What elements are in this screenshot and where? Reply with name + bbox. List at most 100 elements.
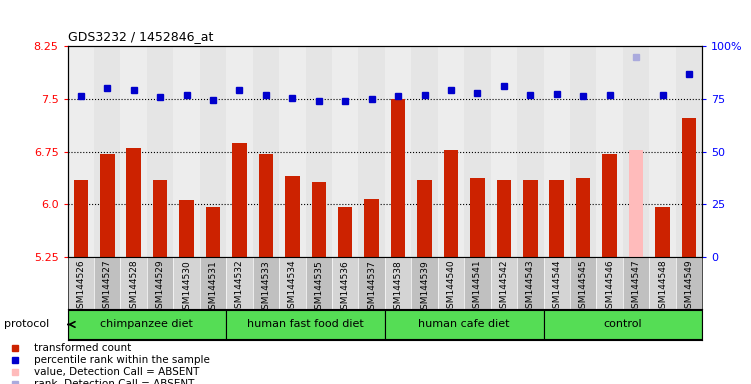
Bar <box>258 154 273 257</box>
Text: GSM144530: GSM144530 <box>182 260 191 314</box>
Bar <box>232 142 247 257</box>
Bar <box>623 46 650 257</box>
Bar <box>279 257 306 309</box>
Bar <box>252 46 279 257</box>
Bar <box>596 257 623 309</box>
Text: human fast food diet: human fast food diet <box>247 319 364 329</box>
Text: chimpanzee diet: chimpanzee diet <box>101 319 193 329</box>
Bar <box>338 207 352 257</box>
Bar <box>570 46 596 257</box>
Bar <box>412 46 438 257</box>
Bar <box>68 257 94 309</box>
Text: transformed count: transformed count <box>34 343 131 353</box>
Text: GDS3232 / 1452846_at: GDS3232 / 1452846_at <box>68 30 213 43</box>
Bar <box>490 46 517 257</box>
Bar <box>147 257 173 309</box>
Text: GSM144538: GSM144538 <box>394 260 403 314</box>
Bar <box>358 46 385 257</box>
Bar <box>676 46 702 257</box>
Bar <box>120 257 147 309</box>
Bar <box>544 46 570 257</box>
Bar <box>312 182 326 257</box>
Text: GSM144539: GSM144539 <box>420 260 429 314</box>
Text: GSM144529: GSM144529 <box>155 260 164 314</box>
Bar <box>544 310 702 339</box>
Bar <box>650 46 676 257</box>
Text: GSM144534: GSM144534 <box>288 260 297 314</box>
Text: GSM144544: GSM144544 <box>552 260 561 314</box>
Bar <box>332 46 358 257</box>
Text: protocol: protocol <box>4 319 49 329</box>
Bar <box>226 310 385 339</box>
Bar <box>470 178 484 257</box>
Text: GSM144542: GSM144542 <box>499 260 508 314</box>
Bar <box>418 180 432 257</box>
Bar <box>602 154 617 257</box>
Text: GSM144543: GSM144543 <box>526 260 535 314</box>
Bar <box>517 257 544 309</box>
Bar <box>252 257 279 309</box>
Bar <box>74 180 88 257</box>
Bar <box>285 176 300 257</box>
Bar <box>153 180 167 257</box>
Text: GSM144526: GSM144526 <box>77 260 86 314</box>
Text: GSM144533: GSM144533 <box>261 260 270 314</box>
Bar <box>444 149 458 257</box>
Bar <box>306 257 332 309</box>
Text: human cafe diet: human cafe diet <box>418 319 510 329</box>
Bar <box>226 46 252 257</box>
Bar <box>650 257 676 309</box>
Bar <box>94 46 120 257</box>
Bar <box>147 46 173 257</box>
Text: GSM144549: GSM144549 <box>684 260 693 314</box>
Bar <box>464 46 490 257</box>
Bar <box>173 257 200 309</box>
Bar <box>120 46 147 257</box>
Bar <box>200 46 226 257</box>
Bar <box>623 257 650 309</box>
Bar <box>200 257 226 309</box>
Bar <box>385 257 412 309</box>
Bar <box>544 257 570 309</box>
Bar <box>358 257 385 309</box>
Bar <box>629 149 644 257</box>
Bar <box>676 257 702 309</box>
Text: GSM144527: GSM144527 <box>103 260 112 314</box>
Bar <box>306 46 332 257</box>
Bar <box>576 178 590 257</box>
Bar <box>364 199 379 257</box>
Bar <box>385 46 412 257</box>
Bar <box>68 310 226 339</box>
Text: value, Detection Call = ABSENT: value, Detection Call = ABSENT <box>34 367 199 377</box>
Bar <box>100 154 114 257</box>
Bar <box>68 46 94 257</box>
Bar <box>496 180 511 257</box>
Bar <box>550 180 564 257</box>
Bar <box>490 257 517 309</box>
Text: GSM144540: GSM144540 <box>447 260 456 314</box>
Text: rank, Detection Call = ABSENT: rank, Detection Call = ABSENT <box>34 379 195 384</box>
Text: GSM144546: GSM144546 <box>605 260 614 314</box>
Bar <box>173 46 200 257</box>
Bar <box>179 200 194 257</box>
Text: control: control <box>604 319 642 329</box>
Text: GSM144531: GSM144531 <box>209 260 218 314</box>
Bar <box>332 257 358 309</box>
Bar <box>596 46 623 257</box>
Bar <box>385 310 544 339</box>
Text: GSM144537: GSM144537 <box>367 260 376 314</box>
Text: GSM144541: GSM144541 <box>473 260 482 314</box>
Text: GSM144536: GSM144536 <box>341 260 350 314</box>
Bar <box>438 257 464 309</box>
Bar <box>391 99 406 257</box>
Bar <box>226 257 252 309</box>
Bar <box>279 46 306 257</box>
Text: GSM144535: GSM144535 <box>314 260 323 314</box>
Text: GSM144545: GSM144545 <box>579 260 588 314</box>
Text: GSM144547: GSM144547 <box>632 260 641 314</box>
Bar <box>656 207 670 257</box>
Text: GSM144548: GSM144548 <box>658 260 667 314</box>
Bar <box>682 118 696 257</box>
Bar <box>126 148 141 257</box>
Bar <box>523 180 538 257</box>
